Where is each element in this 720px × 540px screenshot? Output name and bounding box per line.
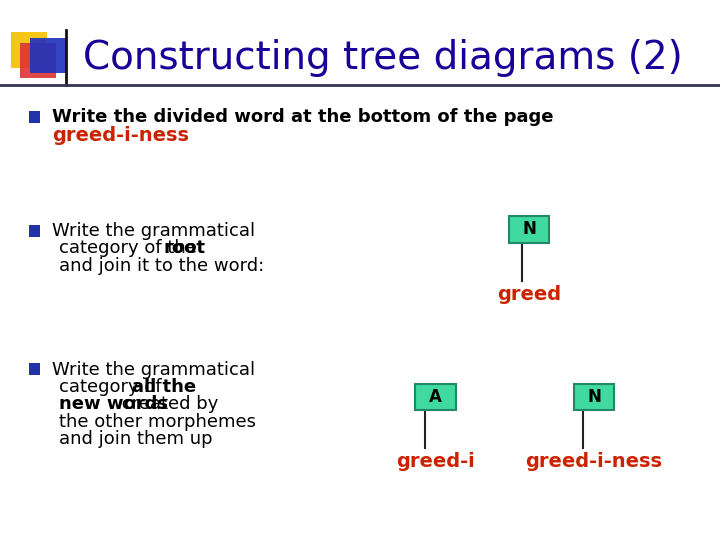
Text: the other morphemes: the other morphemes	[59, 413, 256, 431]
Text: N: N	[522, 220, 536, 239]
Text: created by: created by	[116, 395, 218, 414]
Text: category of: category of	[59, 378, 168, 396]
Text: and join them up: and join them up	[59, 430, 212, 448]
FancyBboxPatch shape	[574, 384, 614, 410]
Text: all the: all the	[132, 378, 197, 396]
Text: new words: new words	[59, 395, 168, 414]
FancyBboxPatch shape	[29, 111, 40, 123]
FancyBboxPatch shape	[29, 225, 40, 237]
Text: greed: greed	[497, 285, 562, 304]
FancyBboxPatch shape	[30, 38, 66, 73]
Text: Write the grammatical: Write the grammatical	[52, 222, 255, 240]
FancyBboxPatch shape	[415, 384, 456, 410]
Text: N: N	[587, 388, 601, 406]
FancyBboxPatch shape	[20, 43, 56, 78]
Text: Write the grammatical: Write the grammatical	[52, 361, 255, 379]
Text: greed-i: greed-i	[396, 452, 475, 471]
Text: category of the: category of the	[59, 239, 202, 258]
Text: A: A	[429, 388, 442, 406]
Text: Constructing tree diagrams (2): Constructing tree diagrams (2)	[83, 39, 683, 77]
Text: Write the divided word at the bottom of the page: Write the divided word at the bottom of …	[52, 108, 554, 126]
FancyBboxPatch shape	[11, 32, 47, 68]
Text: greed-i-ness: greed-i-ness	[526, 452, 662, 471]
Text: root: root	[163, 239, 205, 258]
FancyBboxPatch shape	[29, 363, 40, 375]
FancyBboxPatch shape	[509, 217, 549, 242]
Text: and join it to the word:: and join it to the word:	[59, 256, 264, 275]
Text: greed-i-ness: greed-i-ness	[52, 126, 189, 145]
